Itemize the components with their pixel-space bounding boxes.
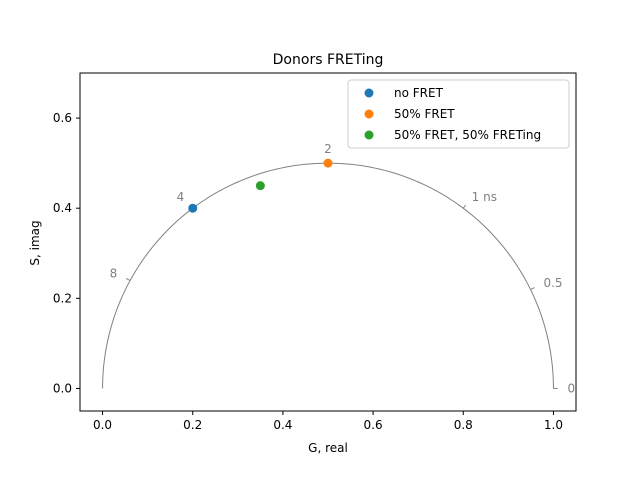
x-tick-label: 0.4 (273, 418, 292, 432)
lifetime-tick (462, 204, 467, 209)
legend-box (347, 79, 570, 149)
x-axis-label: G, real (308, 441, 348, 455)
x-tick-label: 0.2 (183, 418, 202, 432)
legend: no FRET 50% FRET 50% FRET, 50% FRETing (347, 79, 570, 149)
lifetime-label: 1 ns (472, 190, 497, 204)
legend-marker (364, 88, 374, 98)
legend-marker (364, 130, 374, 140)
lifetime-tick (125, 277, 130, 281)
x-tick-label: 1.0 (544, 418, 563, 432)
y-tick-label: 0.4 (53, 201, 72, 215)
x-tick-label: 0.0 (93, 418, 112, 432)
chart-title: Donors FRETing (273, 52, 384, 68)
axes-frame (79, 72, 577, 412)
y-tick-label: 0.2 (53, 291, 72, 305)
lifetime-label: 2 (324, 142, 332, 156)
x-tick-label: 0.6 (364, 418, 383, 432)
lifetime-label: 0.5 (543, 276, 562, 290)
lifetime-label: 4 (177, 190, 185, 204)
legend-entry: no FRET (394, 86, 444, 100)
legend-marker (364, 109, 374, 119)
legend-entry: 50% FRET, 50% FRETing (394, 128, 541, 142)
lifetime-tick (530, 287, 535, 290)
data-point-no-fret (188, 203, 198, 213)
legend-entry: 50% FRET (394, 107, 455, 121)
x-tick-label: 0.8 (454, 418, 473, 432)
plot-area: 0 0.5 1 ns 2 4 8 0.0 0.2 0.4 0.6 0.8 1.0 0.0 0.2 0.4 0.… (53, 72, 577, 432)
data-point-50-fret-50-freting (255, 181, 265, 191)
y-tick-label: 0.6 (53, 111, 72, 125)
lifetime-label: 8 (110, 267, 118, 281)
lifetime-label: 0 (567, 381, 575, 395)
data-point-50-fret (323, 158, 333, 168)
y-tick-label: 0.0 (53, 381, 72, 395)
y-axis-label: S, imag (28, 220, 42, 265)
